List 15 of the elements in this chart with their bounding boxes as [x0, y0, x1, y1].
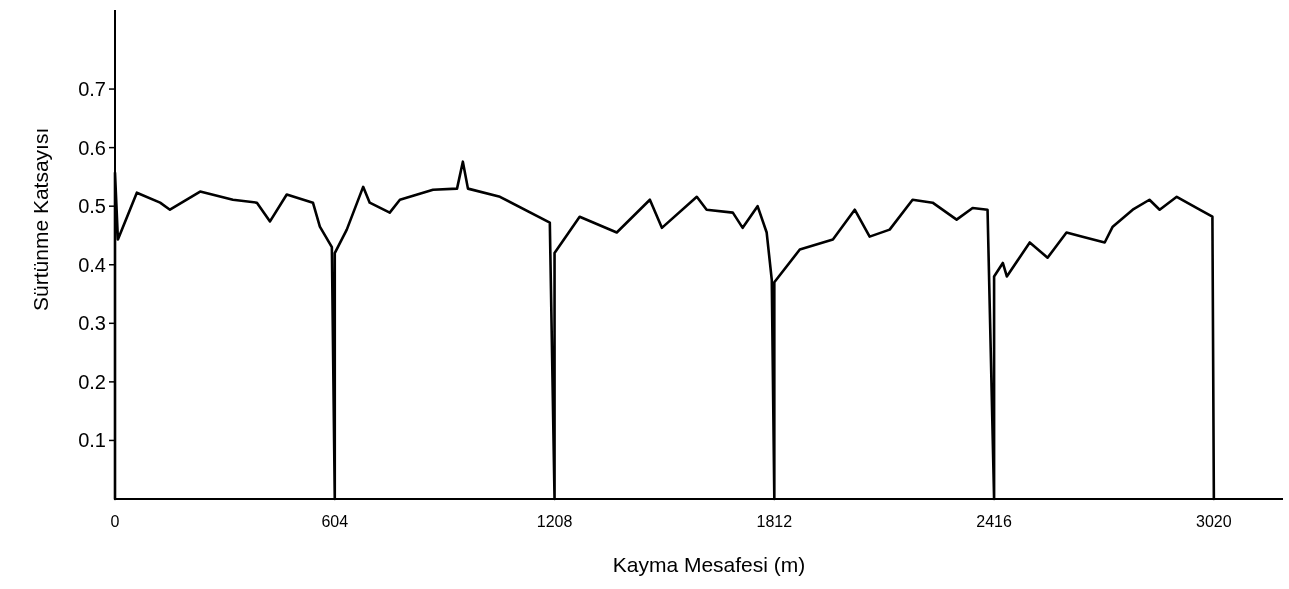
- x-tick-label: 604: [321, 513, 349, 530]
- y-tick-label: 0.6: [78, 136, 106, 159]
- y-tick-label: 0.5: [78, 195, 106, 218]
- y-tick-label: 0.2: [78, 370, 106, 393]
- y-tick-label: 0.3: [78, 312, 106, 335]
- y-tick-label: 0.4: [78, 253, 106, 276]
- x-tick-label: 1812: [756, 513, 793, 530]
- x-tick-label: 1208: [536, 513, 573, 530]
- y-tick-label: 0.7: [78, 78, 106, 101]
- x-tick-label: 0: [110, 513, 120, 530]
- x-axis-title: Kayma Mesafesi (m): [612, 553, 806, 576]
- x-tick-label: 2416: [976, 513, 1012, 530]
- y-axis-title: Sürtünme Katsayısı: [29, 127, 52, 311]
- y-tick-label: 0.1: [78, 429, 106, 452]
- x-tick-label: 3020: [1196, 513, 1232, 530]
